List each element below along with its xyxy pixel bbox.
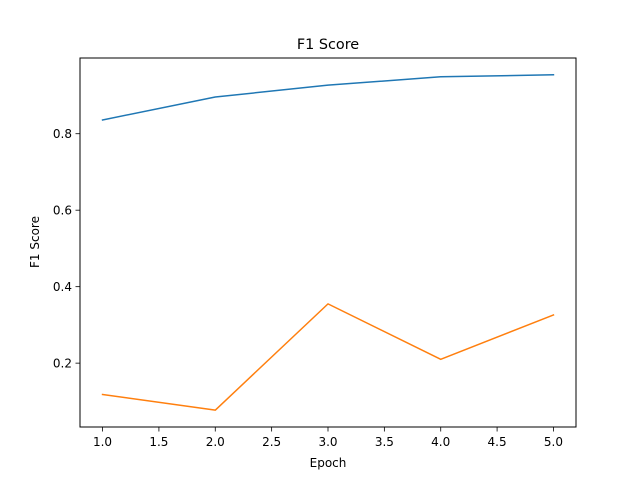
- chart-title: F1 Score: [297, 37, 359, 53]
- x-tick-label: 2.5: [262, 435, 281, 449]
- series-line-2: [101, 303, 555, 411]
- x-tick-label: 4.0: [431, 435, 450, 449]
- series-layer: [101, 74, 555, 411]
- y-tick-label: 0.4: [53, 280, 72, 294]
- x-tick-label: 3.5: [375, 435, 394, 449]
- x-axis-label: Epoch: [310, 456, 347, 470]
- x-tick-label: 2.0: [206, 435, 225, 449]
- series-line-1: [101, 74, 555, 121]
- x-tick-label: 5.0: [544, 435, 563, 449]
- x-axis-ticks: 1.0 1.5 2.0 2.5 3.0 3.5 4.0 4.5 5.0: [93, 427, 563, 449]
- x-tick-label: 4.5: [488, 435, 507, 449]
- x-tick-label: 1.0: [93, 435, 112, 449]
- y-tick-label: 0.6: [53, 204, 72, 218]
- y-tick-label: 0.8: [53, 127, 72, 141]
- y-tick-label: 0.2: [53, 357, 72, 371]
- y-axis-ticks: 0.2 0.4 0.6 0.8: [53, 127, 80, 371]
- x-tick-label: 1.5: [149, 435, 168, 449]
- y-axis-label: F1 Score: [28, 216, 42, 268]
- x-tick-label: 3.0: [318, 435, 337, 449]
